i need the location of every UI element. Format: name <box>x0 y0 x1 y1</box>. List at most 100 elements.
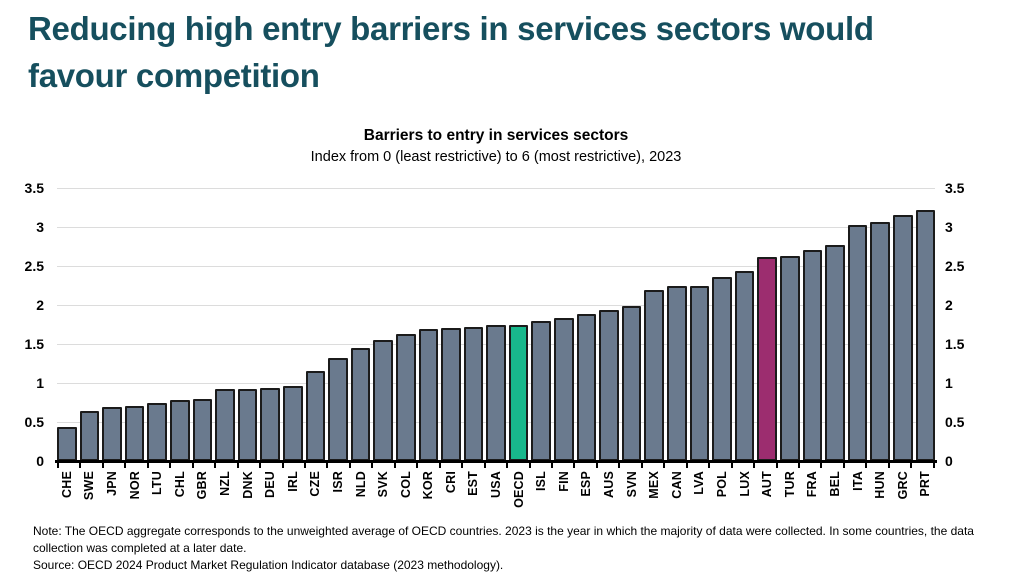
ytick-left-2: 2 <box>36 297 44 313</box>
x-label-cell-LVA: LVA <box>690 471 710 529</box>
bar-AUS <box>599 309 619 461</box>
x-label-DNK: DNK <box>240 471 255 499</box>
axis-tick <box>775 463 778 468</box>
x-label-CAN: CAN <box>669 471 684 499</box>
bar-DNK <box>237 388 258 461</box>
bars-container <box>57 188 936 461</box>
axis-tick <box>685 463 688 468</box>
x-label-KOR: KOR <box>421 471 436 500</box>
axis-tick <box>438 463 441 468</box>
axis-tick <box>910 463 913 468</box>
x-label-cell-MEX: MEX <box>644 471 664 529</box>
ytick-left-1: 1 <box>36 375 44 391</box>
bar-LTU <box>147 402 167 461</box>
axis-tick <box>595 463 598 468</box>
bar-GRC <box>892 214 913 461</box>
y-axis-right: 0 0.5 1 1.5 2 2.5 3 3.5 <box>943 180 1003 469</box>
x-label-cell-DEU: DEU <box>260 471 280 529</box>
gridline-2.5 <box>57 265 935 267</box>
bar-KOR <box>418 329 439 461</box>
axis-tick <box>730 463 733 468</box>
x-label-cell-GBR: GBR <box>193 471 213 529</box>
x-label-PRT: PRT <box>918 471 933 497</box>
ytick-left-0.5: 0.5 <box>24 414 44 430</box>
x-label-CRI: CRI <box>443 471 458 494</box>
ytick-right-0: 0 <box>945 453 953 469</box>
axis-tick <box>281 463 284 468</box>
x-label-FIN: FIN <box>556 471 571 492</box>
bar-NZL <box>215 389 235 461</box>
x-label-cell-ISL: ISL <box>531 471 551 529</box>
bar-JPN <box>102 407 122 461</box>
x-label-cell-FRA: FRA <box>803 471 823 529</box>
axis-tick <box>842 463 845 468</box>
x-label-OECD: OECD <box>511 471 526 508</box>
x-label-cell-AUT: AUT <box>757 471 777 529</box>
bar-TUR <box>780 255 800 461</box>
ytick-left-0: 0 <box>36 453 44 469</box>
x-label-FRA: FRA <box>805 471 820 498</box>
bar-CHL <box>169 400 190 461</box>
axis-tick <box>416 463 419 468</box>
note-text: Note: The OECD aggregate corresponds to … <box>33 524 974 556</box>
x-label-cell-SVN: SVN <box>622 471 642 529</box>
x-label-cell-ITA: ITA <box>848 471 868 529</box>
bar-CHE <box>57 426 77 461</box>
x-label-cell-CHE: CHE <box>57 471 77 529</box>
axis-tick <box>797 463 800 468</box>
bar-SVK <box>373 340 393 461</box>
ytick-left-1.5: 1.5 <box>24 336 44 352</box>
x-label-cell-OECD: OECD <box>509 471 529 529</box>
x-label-cell-JPN: JPN <box>102 471 122 529</box>
axis-tick <box>461 463 464 468</box>
x-label-AUS: AUS <box>602 471 617 498</box>
axis-tick <box>550 463 553 468</box>
bar-GBR <box>192 399 213 461</box>
bar-ESP <box>576 313 597 461</box>
source-text: Source: OECD 2024 Product Market Regulat… <box>33 558 504 572</box>
x-label-TUR: TUR <box>782 471 797 498</box>
axis-tick <box>640 463 643 468</box>
x-label-cell-PRT: PRT <box>916 471 936 529</box>
x-label-ISL: ISL <box>534 471 549 492</box>
x-label-CHL: CHL <box>172 471 187 498</box>
x-label-CZE: CZE <box>308 471 323 497</box>
ytick-right-2.5: 2.5 <box>945 258 965 274</box>
x-label-cell-NOR: NOR <box>125 471 145 529</box>
axis-tick <box>618 463 621 468</box>
x-label-cell-NZL: NZL <box>215 471 235 529</box>
axis-tick <box>753 463 756 468</box>
x-label-LVA: LVA <box>692 471 707 495</box>
x-label-cell-CZE: CZE <box>306 471 326 529</box>
x-label-MEX: MEX <box>647 471 662 499</box>
bar-POL <box>712 276 732 461</box>
x-label-SVK: SVK <box>376 471 391 498</box>
axis-tick <box>169 463 172 468</box>
bar-SVN <box>621 305 642 461</box>
x-label-cell-EST: EST <box>464 471 484 529</box>
x-label-cell-SVK: SVK <box>373 471 393 529</box>
x-label-EST: EST <box>466 471 481 496</box>
axis-tick <box>887 463 890 468</box>
axis-tick <box>820 463 823 468</box>
x-label-LUX: LUX <box>737 471 752 497</box>
axis-tick <box>146 463 149 468</box>
gridline-2 <box>57 304 935 306</box>
x-label-NLD: NLD <box>353 471 368 498</box>
axis-tick <box>348 463 351 468</box>
x-label-ITA: ITA <box>850 471 865 491</box>
ytick-right-3: 3 <box>945 219 953 235</box>
bar-LUX <box>734 270 755 461</box>
x-label-USA: USA <box>489 471 504 498</box>
x-axis-line <box>55 460 937 463</box>
gridline-3.5 <box>57 187 935 189</box>
bar-COL <box>395 333 416 461</box>
bar-FIN <box>554 317 574 461</box>
bar-EST <box>463 326 484 461</box>
x-label-cell-ISR: ISR <box>328 471 348 529</box>
x-label-AUT: AUT <box>760 471 775 498</box>
x-label-cell-CAN: CAN <box>667 471 687 529</box>
x-label-NOR: NOR <box>127 471 142 500</box>
axis-tick <box>483 463 486 468</box>
